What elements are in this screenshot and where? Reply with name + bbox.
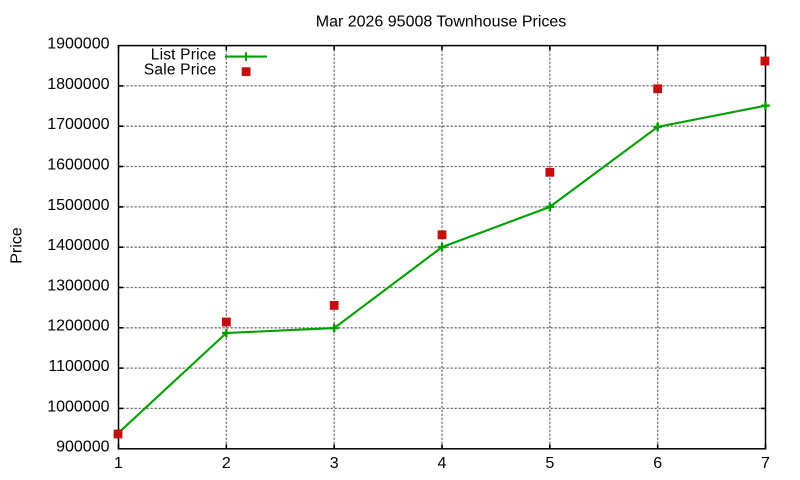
svg-text:7: 7: [761, 455, 770, 472]
svg-text:900000: 900000: [56, 439, 109, 456]
svg-text:1900000: 1900000: [47, 36, 109, 53]
svg-text:1200000: 1200000: [47, 318, 109, 335]
svg-text:1100000: 1100000: [48, 358, 109, 375]
svg-text:2: 2: [222, 455, 231, 472]
svg-text:1: 1: [114, 455, 123, 472]
svg-text:1300000: 1300000: [47, 277, 109, 294]
svg-text:Sale Price: Sale Price: [144, 62, 217, 79]
svg-text:4: 4: [438, 455, 447, 472]
svg-text:Price: Price: [9, 227, 26, 264]
svg-text:1400000: 1400000: [47, 237, 109, 254]
svg-text:List Price: List Price: [151, 47, 217, 64]
svg-text:1600000: 1600000: [47, 156, 109, 173]
svg-text:5: 5: [545, 455, 554, 472]
svg-text:Mar 2026 95008 Townhouse Price: Mar 2026 95008 Townhouse Prices: [316, 14, 567, 31]
svg-text:1700000: 1700000: [47, 116, 109, 133]
svg-text:1500000: 1500000: [47, 197, 109, 214]
svg-text:6: 6: [653, 455, 662, 472]
svg-text:1800000: 1800000: [47, 76, 109, 93]
svg-text:3: 3: [330, 455, 339, 472]
svg-text:1000000: 1000000: [47, 398, 109, 415]
